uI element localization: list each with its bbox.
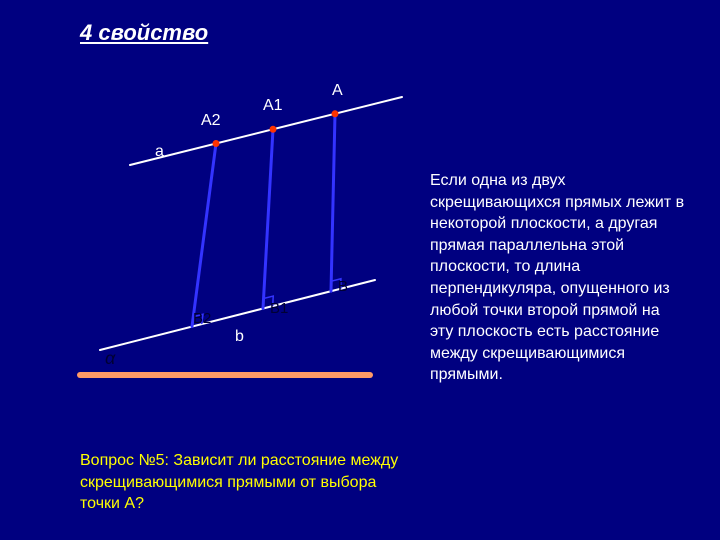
label-B2: B2 [193, 310, 211, 327]
question-text: Вопрос №5: Зависит ли расстояние между с… [80, 450, 410, 515]
label-alpha: α [105, 348, 115, 369]
label-b: b [235, 328, 244, 346]
slide-title: 4 свойство [80, 20, 208, 46]
label-B: B [338, 278, 348, 295]
theorem-text: Если одна из двух скрещивающихся прямых … [430, 170, 685, 386]
slide-stage: 4 свойство a b A A1 A2 B B1 B2 α Если од… [0, 0, 720, 540]
label-B1: B1 [270, 300, 288, 317]
label-A2: A2 [201, 112, 221, 130]
label-A1: A1 [263, 97, 283, 115]
label-A: A [332, 82, 343, 100]
label-a: a [155, 143, 164, 161]
